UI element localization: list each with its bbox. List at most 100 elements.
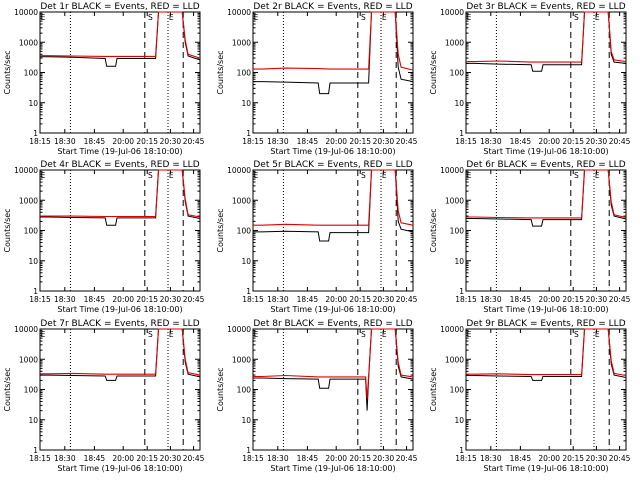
chart-title: Det 6r BLACK = Events, RED = LLD <box>466 160 625 170</box>
chart-title: Det 1r BLACK = Events, RED = LLD <box>40 2 199 12</box>
series-events-line <box>466 328 627 381</box>
y-axis-label: Counts/sec <box>3 367 12 411</box>
y-axis-label: Counts/sec <box>429 208 438 252</box>
y-tick-label: 100 <box>24 69 39 78</box>
y-axis-label: Counts/sec <box>216 367 225 411</box>
plot-frame <box>39 328 201 451</box>
series-lld-line <box>253 328 414 399</box>
peak-start-label: S <box>574 13 579 22</box>
y-tick-label: 100 <box>24 386 39 395</box>
range-start-label: E <box>467 330 472 339</box>
series-events-line <box>466 11 627 72</box>
y-tick-label: 10000 <box>227 325 251 334</box>
x-tick-label: 20:45 <box>183 454 205 463</box>
peak-end-label: E <box>169 330 174 339</box>
x-tick-label: 20:45 <box>396 137 418 146</box>
y-axis-label: Counts/sec <box>429 50 438 94</box>
y-tick-label: 10 <box>454 257 464 266</box>
x-tick-label: 18:15 <box>242 454 264 463</box>
y-tick-label: 10 <box>241 416 251 425</box>
peak-start-label: S <box>148 330 153 339</box>
x-tick-label: 18:15 <box>455 454 477 463</box>
x-tick-label: 18:45 <box>510 454 532 463</box>
y-tick-label: 1 <box>246 446 251 455</box>
y-tick-label: 10 <box>28 257 38 266</box>
y-tick-label: 100 <box>450 69 465 78</box>
x-tick-label: 20:30 <box>160 137 182 146</box>
x-tick-label: 20:45 <box>183 137 205 146</box>
series-events-line <box>40 11 201 67</box>
x-tick-label: 18:45 <box>297 137 319 146</box>
y-tick-label: 10 <box>241 99 251 108</box>
x-tick-label: 20:00 <box>112 137 134 146</box>
y-tick-label: 1 <box>459 446 464 455</box>
range-start-label: E <box>254 171 259 180</box>
chart-title: Det 4r BLACK = Events, RED = LLD <box>40 160 199 170</box>
peak-end-label: E <box>382 330 387 339</box>
x-tick-label: 18:45 <box>84 454 106 463</box>
chart-title: Det 5r BLACK = Events, RED = LLD <box>253 160 412 170</box>
x-tick-label: 18:30 <box>54 454 76 463</box>
detector-chart-5: Det 5r BLACK = Events, RED = LLD 1 10 100 10… <box>216 160 418 314</box>
x-tick-label: 20:45 <box>609 295 631 304</box>
range-start-label: E <box>41 13 46 22</box>
peak-end-label: E <box>169 13 174 22</box>
x-tick-label: 20:30 <box>586 137 608 146</box>
y-tick-label: 1000 <box>232 38 251 47</box>
y-tick-label: 1000 <box>232 355 251 364</box>
detector-chart-8: Det 8r BLACK = Events, RED = LLD 1 10 100 10… <box>216 319 418 473</box>
peak-end-label: E <box>595 171 600 180</box>
plot-frame <box>465 328 627 451</box>
y-axis-label: Counts/sec <box>429 367 438 411</box>
x-axis-label: Start Time (19-Jul-06 18:10:00) <box>270 464 395 473</box>
y-tick-label: 10 <box>28 416 38 425</box>
detector-chart-6: Det 6r BLACK = Events, RED = LLD 1 10 100 10… <box>429 160 631 314</box>
x-tick-label: 18:30 <box>54 137 76 146</box>
x-tick-label: 20:30 <box>586 295 608 304</box>
x-tick-label: 18:30 <box>267 454 289 463</box>
peak-start-label: S <box>361 330 366 339</box>
y-tick-label: 1 <box>459 287 464 296</box>
x-tick-label: 20:45 <box>396 454 418 463</box>
y-tick-label: 10000 <box>440 166 464 175</box>
chart-title: Det 9r BLACK = Events, RED = LLD <box>466 319 625 329</box>
y-axis-label: Counts/sec <box>216 50 225 94</box>
x-tick-label: 20:30 <box>373 295 395 304</box>
peak-start-label: S <box>148 13 153 22</box>
range-start-label: E <box>467 13 472 22</box>
y-tick-label: 1000 <box>445 355 464 364</box>
x-tick-label: 18:45 <box>84 295 106 304</box>
y-tick-label: 100 <box>450 386 465 395</box>
x-axis-label: Start Time (19-Jul-06 18:10:00) <box>483 464 608 473</box>
y-tick-label: 1 <box>33 446 38 455</box>
x-tick-label: 20:15 <box>349 454 371 463</box>
x-tick-label: 20:00 <box>112 454 134 463</box>
series-lld-line <box>466 328 627 377</box>
x-tick-label: 20:30 <box>160 454 182 463</box>
y-tick-label: 10 <box>454 416 464 425</box>
peak-start-label: S <box>361 171 366 180</box>
x-tick-label: 18:30 <box>480 454 502 463</box>
y-tick-label: 10 <box>454 99 464 108</box>
series-events-line <box>253 328 414 411</box>
x-axis-label: Start Time (19-Jul-06 18:10:00) <box>270 147 395 156</box>
x-axis-label: Start Time (19-Jul-06 18:10:00) <box>57 464 182 473</box>
y-tick-label: 100 <box>237 227 252 236</box>
series-lld-line <box>253 169 414 226</box>
x-tick-label: 20:30 <box>160 295 182 304</box>
x-tick-label: 20:45 <box>183 295 205 304</box>
peak-end-label: E <box>595 13 600 22</box>
plot-frame <box>465 11 627 134</box>
y-tick-label: 10 <box>28 99 38 108</box>
peak-start-label: S <box>148 171 153 180</box>
detector-chart-4: Det 4r BLACK = Events, RED = LLD 1 10 100 10… <box>3 160 205 314</box>
range-start-label: E <box>254 330 259 339</box>
y-tick-label: 10000 <box>227 8 251 17</box>
x-tick-label: 20:15 <box>562 295 584 304</box>
series-lld-line <box>466 11 627 63</box>
x-tick-label: 18:15 <box>29 137 51 146</box>
x-tick-label: 18:45 <box>510 295 532 304</box>
peak-start-label: S <box>574 171 579 180</box>
y-tick-label: 100 <box>237 386 252 395</box>
x-tick-label: 18:30 <box>267 295 289 304</box>
